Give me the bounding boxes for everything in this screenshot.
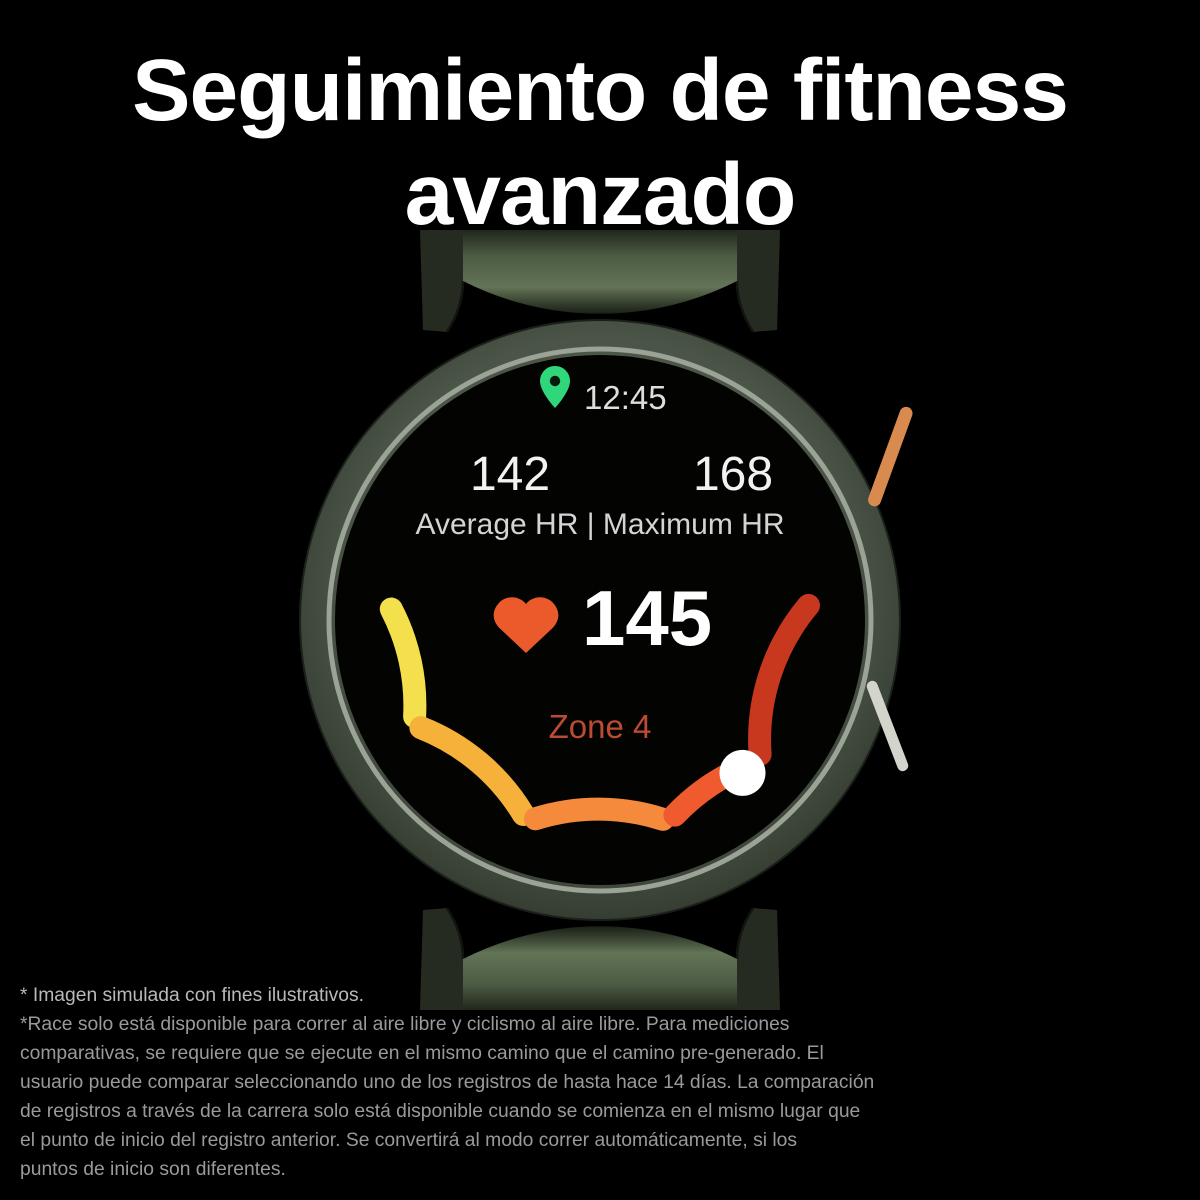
svg-text:145: 145 <box>582 574 712 662</box>
svg-text:142: 142 <box>470 448 550 501</box>
svg-text:Average HR | Maximum HR: Average HR | Maximum HR <box>416 508 785 541</box>
svg-text:168: 168 <box>693 448 773 501</box>
svg-text:Zone 4: Zone 4 <box>549 708 652 745</box>
svg-text:12:45: 12:45 <box>584 379 667 416</box>
